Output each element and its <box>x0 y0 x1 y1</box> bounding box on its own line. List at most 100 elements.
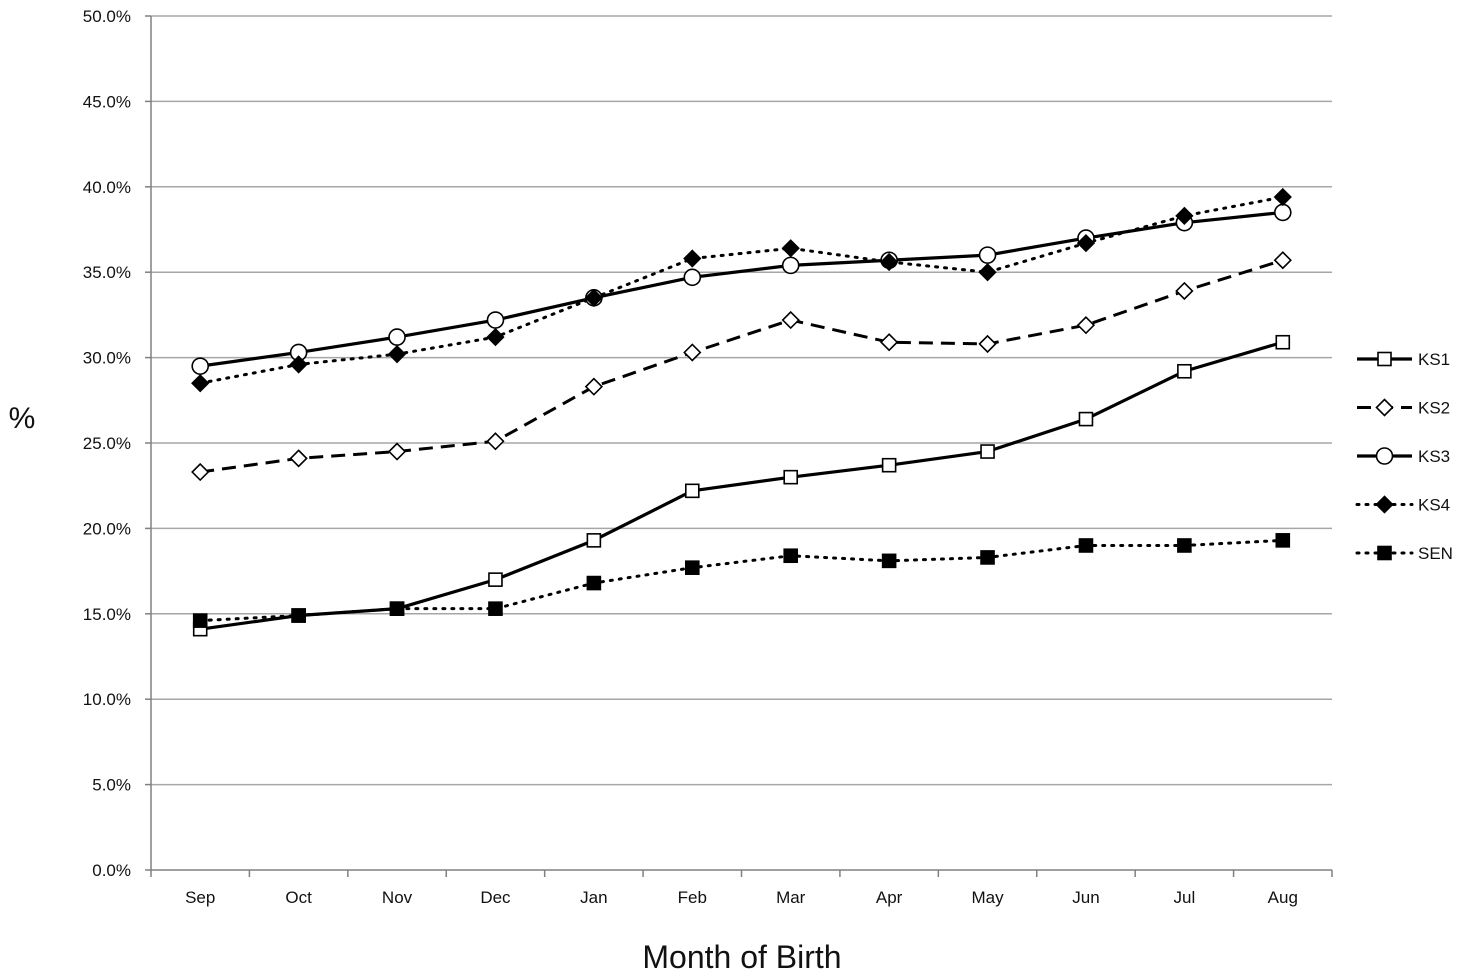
data-point-ks2 <box>387 442 407 461</box>
data-point-sen <box>192 613 208 628</box>
data-point-ks2 <box>191 462 210 482</box>
series-markers <box>191 187 1292 637</box>
data-point-sen <box>1275 533 1291 548</box>
data-point-ks3 <box>978 246 997 264</box>
y-tick-label: 35.0% <box>83 263 131 282</box>
data-point-ks3 <box>683 268 702 287</box>
legend-label: KS4 <box>1418 496 1450 515</box>
data-point-ks1 <box>1275 334 1291 350</box>
series-line-ks1 <box>199 340 1284 631</box>
data-point-ks2 <box>486 432 505 451</box>
y-tick-label: 40.0% <box>83 178 131 197</box>
data-point-ks4 <box>191 374 210 393</box>
data-point-ks4 <box>781 239 800 258</box>
data-point-ks2 <box>584 377 604 396</box>
data-point-sen <box>586 575 602 591</box>
gridlines <box>151 15 1332 786</box>
data-point-ks3 <box>1273 203 1292 222</box>
series-line-ks2 <box>200 258 1284 474</box>
legend-item-sen: SEN <box>1355 544 1453 563</box>
series-line-ks4 <box>198 195 1285 385</box>
data-point-sen <box>389 601 405 616</box>
series-lines <box>198 195 1285 631</box>
data-point-ks1 <box>783 469 799 485</box>
x-tick-label: Nov <box>382 888 413 907</box>
x-tick-label: Feb <box>678 888 707 907</box>
x-tick-label: Sep <box>185 888 215 907</box>
legend-marker <box>1375 447 1394 465</box>
data-point-ks2 <box>1175 281 1194 301</box>
y-tick-label: 25.0% <box>83 434 131 453</box>
series-line-sen <box>198 538 1285 623</box>
data-point-sen <box>1177 538 1192 553</box>
legend-marker <box>1377 351 1392 367</box>
x-tick-label: Aug <box>1268 888 1298 907</box>
data-point-ks3 <box>486 311 505 329</box>
y-tick-label: 50.0% <box>83 7 131 26</box>
legend: KS1 KS2 KS3 KS4 SEN <box>1355 350 1453 563</box>
y-tick-label: 5.0% <box>92 776 131 795</box>
data-point-ks2 <box>879 333 899 352</box>
data-point-ks4 <box>387 345 407 364</box>
y-tick-label: 10.0% <box>83 690 131 709</box>
legend-marker <box>1375 398 1394 417</box>
x-axis-title: Month of Birth <box>642 939 841 974</box>
series-line-ks3 <box>199 210 1283 368</box>
data-point-ks4 <box>1175 206 1194 225</box>
legend-item-ks4: KS4 <box>1355 495 1450 515</box>
legend-marker <box>1377 545 1392 561</box>
data-point-ks3 <box>191 357 210 375</box>
data-point-ks2 <box>978 334 997 354</box>
data-point-ks1 <box>488 572 503 587</box>
x-tick-label: Jan <box>580 888 607 907</box>
data-point-ks3 <box>781 256 800 275</box>
legend-label: KS1 <box>1418 350 1450 369</box>
x-tick-label: Dec <box>480 888 511 907</box>
data-point-sen <box>488 601 503 616</box>
data-point-ks4 <box>879 252 899 272</box>
x-tick-label: Jun <box>1072 888 1099 907</box>
y-tick-label: 0.0% <box>92 861 131 880</box>
x-tick-label: Mar <box>776 888 806 907</box>
data-point-ks4 <box>978 263 997 282</box>
legend-label: SEN <box>1418 544 1453 563</box>
data-point-ks2 <box>289 449 308 468</box>
x-tick-label: Jul <box>1174 888 1196 907</box>
data-point-ks2 <box>683 343 702 362</box>
y-tick-label: 15.0% <box>83 605 131 624</box>
y-axis-title: % <box>9 402 36 435</box>
data-point-ks4 <box>1076 234 1096 253</box>
data-point-ks1 <box>881 457 897 473</box>
legend-item-ks3: KS3 <box>1357 447 1450 466</box>
data-point-sen <box>684 560 700 575</box>
data-point-sen <box>1078 538 1094 553</box>
x-tick-label: May <box>971 888 1004 907</box>
data-point-ks1 <box>586 533 602 548</box>
data-point-ks1 <box>1177 363 1192 379</box>
data-point-ks1 <box>1078 411 1094 427</box>
x-tick-label: Apr <box>876 888 903 907</box>
legend-label: KS2 <box>1418 399 1450 418</box>
data-point-ks2 <box>1273 251 1292 270</box>
data-point-ks4 <box>683 249 702 268</box>
legend-label: KS3 <box>1418 447 1450 466</box>
x-tick-label: Oct <box>285 888 312 907</box>
data-point-ks4 <box>1273 187 1292 207</box>
data-point-ks4 <box>289 355 308 374</box>
y-tick-label: 45.0% <box>83 92 131 111</box>
data-point-ks2 <box>781 310 800 330</box>
data-point-ks4 <box>584 288 604 307</box>
data-point-ks3 <box>388 328 406 346</box>
data-point-sen <box>291 608 306 623</box>
data-point-sen <box>783 548 799 564</box>
data-point-ks1 <box>980 444 995 459</box>
axes: 0.0% 5.0% 10.0% 15.0% 20.0% 25.0% 30.0% 35.0% 40… <box>83 7 1333 907</box>
data-point-sen <box>980 550 995 565</box>
legend-item-ks1: KS1 <box>1357 350 1450 369</box>
data-point-sen <box>881 553 897 569</box>
data-point-ks2 <box>1076 316 1096 335</box>
y-tick-label: 20.0% <box>83 519 131 538</box>
data-point-ks1 <box>684 483 700 499</box>
legend-marker <box>1375 495 1394 514</box>
